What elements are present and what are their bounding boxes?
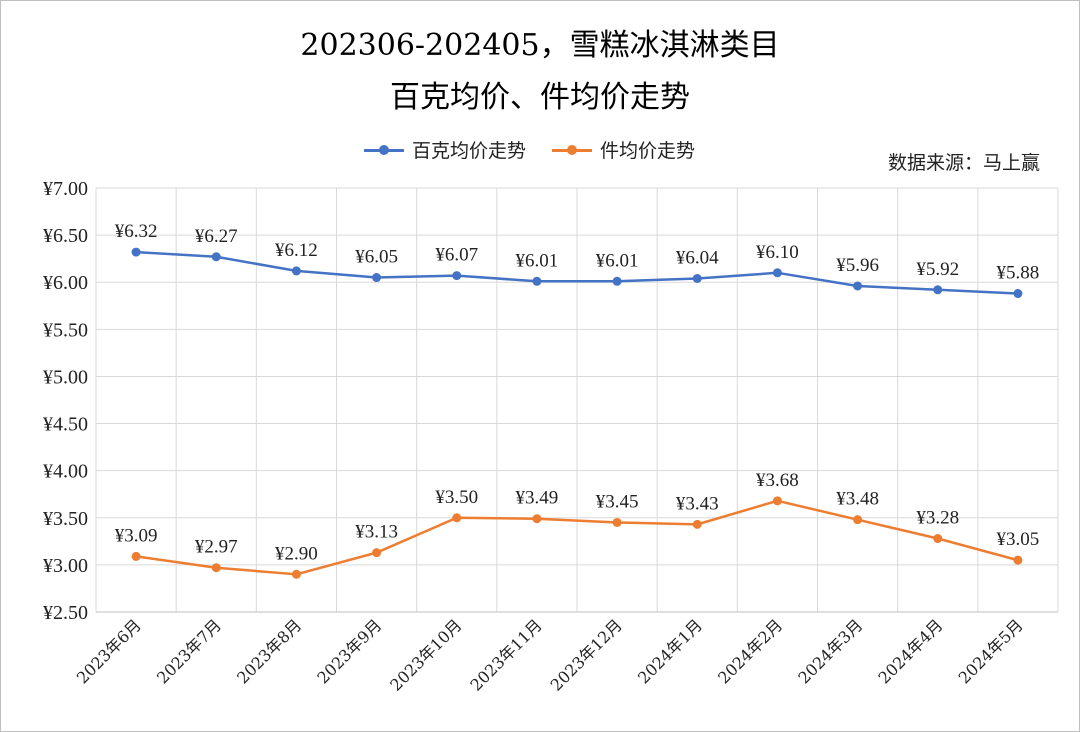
data-label: ¥5.96 bbox=[836, 255, 879, 276]
x-tick-label: 2024年4月 bbox=[875, 615, 947, 687]
data-label: ¥6.32 bbox=[115, 221, 158, 242]
data-label: ¥3.43 bbox=[676, 493, 719, 514]
chart-legend: 百克均价走势 件均价走势 bbox=[364, 136, 721, 163]
data-label: ¥3.45 bbox=[596, 491, 639, 512]
data-point bbox=[372, 548, 382, 558]
legend-item-series-2: 件均价走势 bbox=[552, 136, 695, 163]
y-tick-label: ¥2.50 bbox=[43, 602, 88, 624]
legend-label-series-2: 件均价走势 bbox=[600, 140, 696, 162]
data-point bbox=[772, 496, 782, 506]
data-point bbox=[532, 276, 542, 286]
legend-label-series-1: 百克均价走势 bbox=[412, 140, 527, 162]
x-tick-label: 2024年1月 bbox=[634, 615, 706, 687]
data-label: ¥6.12 bbox=[275, 240, 318, 261]
x-tick-label: 2023年8月 bbox=[233, 615, 305, 687]
data-point bbox=[1013, 289, 1023, 299]
data-source-note: 数据来源：马上赢 bbox=[887, 152, 1040, 174]
x-tick-label: 2023年7月 bbox=[153, 615, 225, 687]
data-point bbox=[612, 517, 622, 527]
x-tick-label: 2023年12月 bbox=[547, 615, 626, 694]
series-line-1 bbox=[136, 250, 1018, 295]
data-label: ¥6.04 bbox=[676, 247, 719, 268]
legend-swatch-series-1 bbox=[364, 143, 404, 157]
data-point bbox=[532, 514, 542, 524]
legend-item-series-1: 百克均价走势 bbox=[364, 136, 526, 163]
data-point bbox=[772, 268, 782, 278]
data-point bbox=[291, 266, 301, 276]
data-label: ¥6.01 bbox=[516, 250, 559, 271]
data-label: ¥3.05 bbox=[997, 529, 1040, 550]
chart-title: 202306-202405，雪糕冰淇淋类目 bbox=[300, 28, 780, 63]
series-line-2 bbox=[135, 499, 1019, 576]
x-tick-label: 2023年6月 bbox=[73, 615, 145, 687]
data-label: ¥2.90 bbox=[275, 543, 318, 564]
x-tick-label: 2023年11月 bbox=[466, 615, 545, 694]
data-point bbox=[131, 247, 141, 257]
data-point bbox=[933, 534, 943, 544]
data-label: ¥3.13 bbox=[355, 522, 398, 543]
y-tick-label: ¥6.50 bbox=[43, 225, 88, 247]
x-tick-label: 2023年9月 bbox=[313, 615, 385, 687]
data-point bbox=[692, 519, 702, 529]
y-tick-label: ¥5.00 bbox=[43, 366, 88, 388]
data-label: ¥3.09 bbox=[115, 525, 158, 546]
data-point bbox=[853, 281, 863, 291]
data-label: ¥3.50 bbox=[435, 487, 478, 508]
data-point bbox=[692, 273, 702, 283]
data-point bbox=[372, 273, 382, 283]
legend-swatch-series-2 bbox=[552, 143, 593, 157]
y-tick-label: ¥6.00 bbox=[43, 272, 88, 294]
data-label: ¥6.01 bbox=[596, 250, 639, 271]
data-point bbox=[1013, 555, 1023, 565]
x-tick-label: 2024年5月 bbox=[955, 615, 1027, 687]
y-tick-label: ¥5.50 bbox=[43, 319, 88, 341]
data-label: ¥3.48 bbox=[836, 489, 879, 510]
data-point bbox=[211, 563, 221, 573]
y-tick-label: ¥3.00 bbox=[43, 555, 88, 577]
data-point bbox=[211, 252, 221, 262]
x-tick-label: 2023年10月 bbox=[386, 615, 465, 694]
data-point bbox=[452, 513, 462, 523]
y-tick-label: ¥7.00 bbox=[43, 178, 88, 200]
x-tick-label: 2024年2月 bbox=[714, 615, 786, 687]
data-point bbox=[131, 551, 141, 561]
data-label: ¥6.07 bbox=[435, 245, 478, 266]
x-tick-label: 2024年3月 bbox=[794, 615, 866, 687]
data-label: ¥3.28 bbox=[916, 508, 959, 529]
data-point bbox=[933, 285, 943, 295]
chart-subtitle: 百克均价、件均价走势 bbox=[390, 80, 690, 115]
data-label: ¥6.10 bbox=[756, 242, 799, 263]
y-tick-label: ¥4.00 bbox=[43, 461, 88, 483]
data-label: ¥5.88 bbox=[997, 263, 1040, 284]
data-label: ¥6.05 bbox=[355, 247, 398, 268]
y-tick-label: ¥3.50 bbox=[43, 508, 88, 530]
data-label: ¥5.92 bbox=[916, 259, 959, 280]
y-tick-label: ¥4.50 bbox=[43, 414, 88, 436]
data-label: ¥6.27 bbox=[195, 226, 238, 247]
data-point bbox=[853, 515, 863, 525]
data-label: ¥2.97 bbox=[195, 537, 238, 558]
data-point bbox=[612, 276, 622, 286]
data-label: ¥3.68 bbox=[756, 470, 799, 491]
data-label: ¥3.49 bbox=[516, 488, 559, 509]
data-point bbox=[291, 569, 301, 579]
data-point bbox=[452, 271, 462, 281]
